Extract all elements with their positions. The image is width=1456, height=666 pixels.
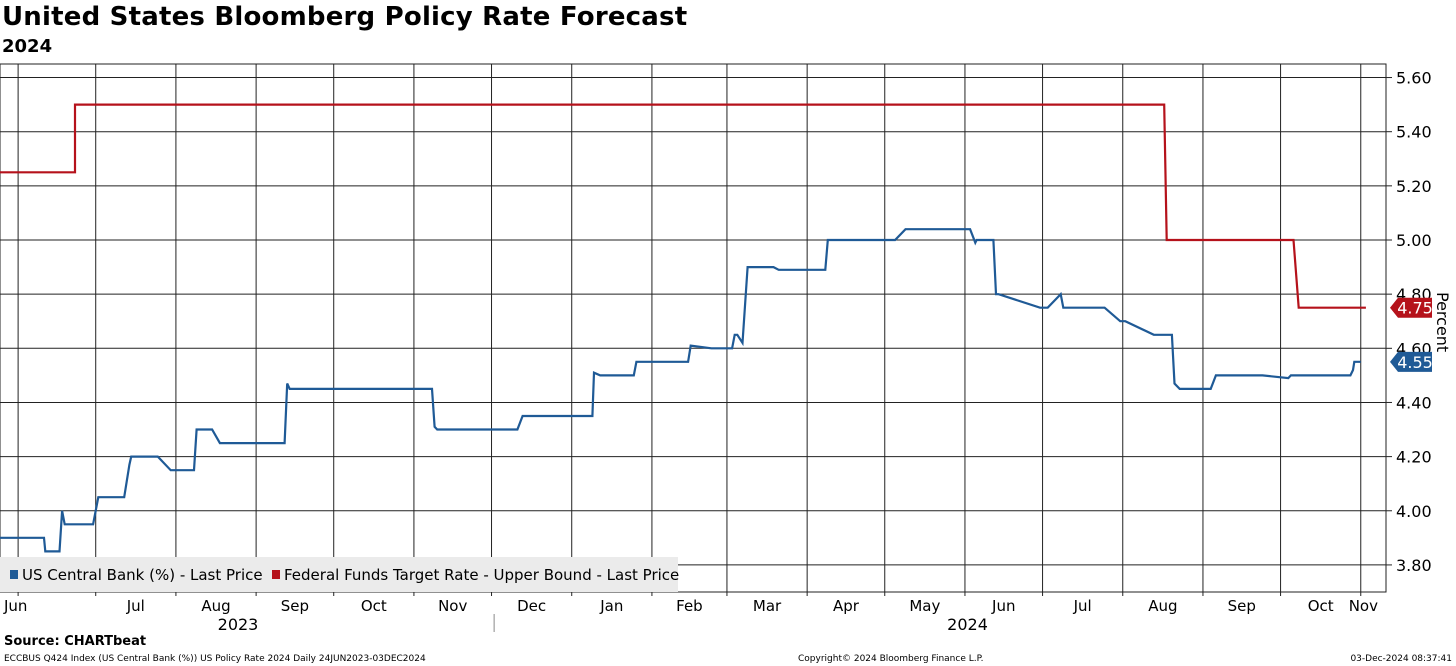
x-tick-label: Jan	[599, 597, 623, 615]
legend-box	[0, 557, 678, 592]
legend-label: Federal Funds Target Rate - Upper Bound …	[284, 566, 679, 584]
last-value-label: 4.55	[1397, 353, 1433, 372]
chart-title: United States Bloomberg Policy Rate Fore…	[2, 2, 688, 32]
plot-frame	[0, 63, 1387, 593]
last-value-label: 4.75	[1397, 299, 1433, 318]
x-tick-label: Dec	[517, 597, 546, 615]
x-tick-label: Aug	[1148, 597, 1177, 615]
y-tick-label: 4.20	[1396, 448, 1432, 467]
year-label: 2024	[947, 615, 988, 634]
x-tick-label: Jun	[991, 597, 1015, 615]
policy-rate-chart: 3.804.004.204.404.604.805.005.205.405.60…	[0, 63, 1452, 634]
x-tick-label: Apr	[833, 597, 860, 615]
x-tick-label: Sep	[281, 597, 309, 615]
last-value-tag-bg	[1390, 297, 1432, 318]
x-tick-label: May	[909, 597, 940, 615]
y-tick-label: 5.00	[1396, 231, 1432, 250]
timestamp: 03-Dec-2024 08:37:41	[1350, 654, 1452, 664]
x-tick-label: Nov	[438, 597, 467, 615]
x-tick-label: Mar	[753, 597, 782, 615]
y-tick-label: 5.40	[1396, 123, 1432, 142]
x-tick-label: Feb	[676, 597, 703, 615]
year-label: 2023	[218, 615, 259, 634]
y-tick-label: 3.80	[1396, 556, 1432, 575]
x-tick-label: Jul	[126, 597, 145, 615]
x-tick-label: Aug	[201, 597, 230, 615]
source-note: Source: CHARTbeat	[4, 634, 147, 649]
chart-subtitle: 2024	[2, 36, 53, 57]
y-tick-label: 5.60	[1396, 69, 1432, 88]
legend-label: US Central Bank (%) - Last Price	[22, 566, 263, 584]
x-tick-label: Sep	[1228, 597, 1256, 615]
x-tick-label: Nov	[1349, 597, 1378, 615]
x-tick-label: Oct	[361, 597, 387, 615]
last-value-tag: 4.75	[1390, 297, 1433, 318]
legend-swatch	[272, 570, 280, 579]
y-axis-title: Percent	[1433, 292, 1452, 352]
x-tick-label: Jun	[3, 597, 27, 615]
last-value-tag: 4.55	[1390, 351, 1433, 372]
x-tick-label: Oct	[1308, 597, 1334, 615]
y-tick-label: 4.40	[1396, 393, 1432, 412]
series-line-us-central-bank	[0, 228, 1361, 553]
copyright-note: Copyright© 2024 Bloomberg Finance L.P.	[798, 654, 984, 664]
series-line-fed-funds-upper-bound	[0, 103, 1366, 309]
index-description: ECCBUS Q424 Index (US Central Bank (%)) …	[4, 654, 426, 664]
last-value-tag-bg	[1390, 351, 1432, 372]
legend-swatch	[10, 570, 18, 579]
x-tick-label: Jul	[1073, 597, 1092, 615]
y-tick-label: 5.20	[1396, 177, 1432, 196]
y-tick-label: 4.00	[1396, 502, 1432, 521]
